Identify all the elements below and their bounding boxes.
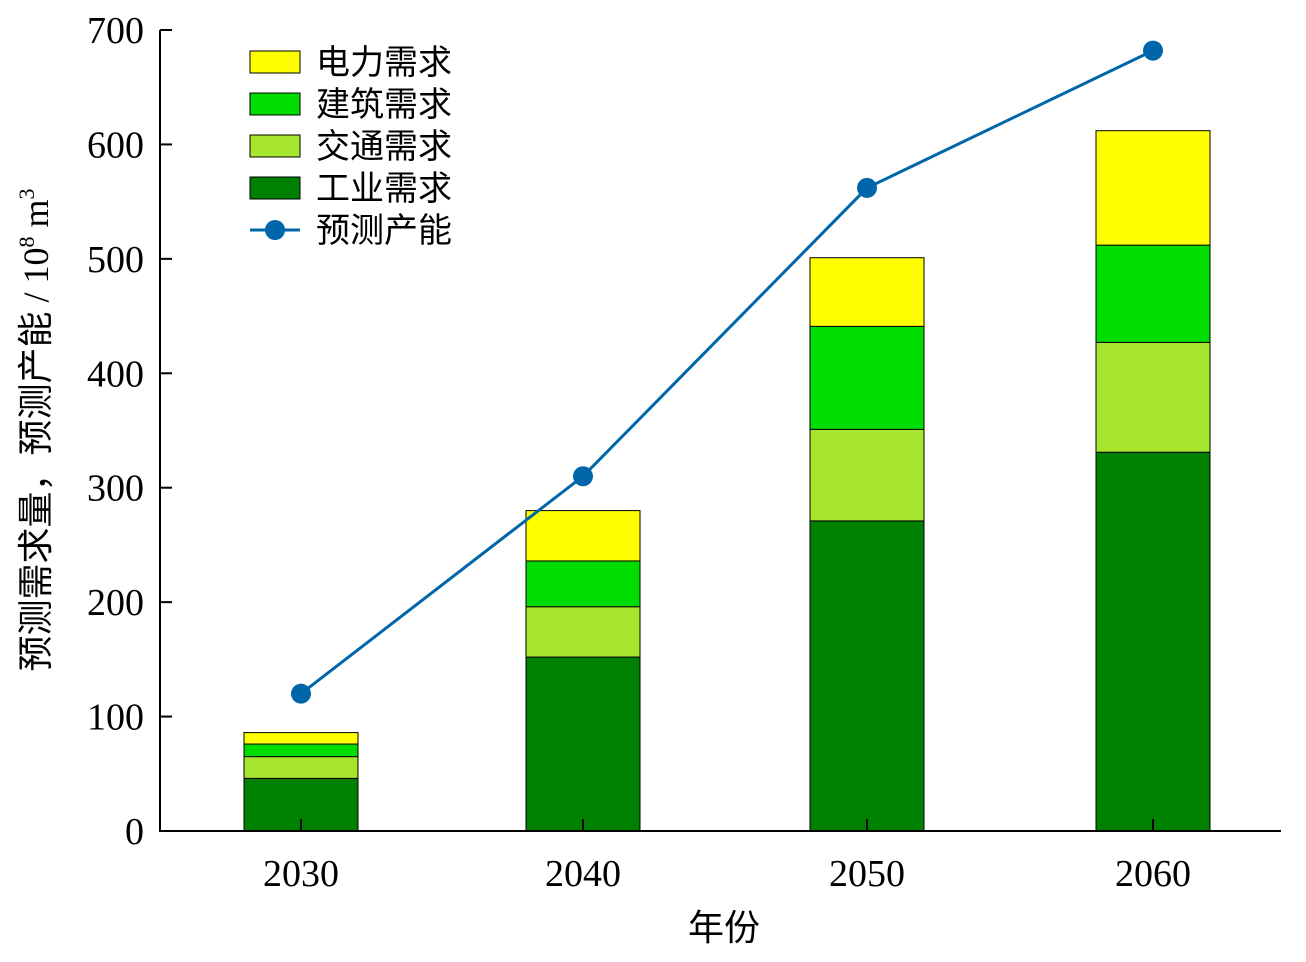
bar-segment-2040-3 [525,510,641,562]
bars-layer [243,130,1211,832]
bar-segment-2030-1 [243,756,359,779]
legend-label-0: 电力需求 [316,44,452,82]
bar-segment-2060-3 [1095,130,1211,246]
legend-swatch-1 [249,92,301,116]
bar-segment-2050-2 [809,325,925,430]
x-tick-label-2050: 2050 [829,853,905,895]
capacity-point-2040 [573,466,593,487]
x-tick-label-2040: 2040 [545,853,621,895]
bar-segment-2040-0 [525,656,641,832]
y-tick-label-300: 300 [87,468,144,510]
bar-segment-2050-3 [809,257,925,327]
bar-segment-2060-0 [1095,451,1211,832]
bar-segment-2030-3 [243,732,359,745]
bar-segment-2040-2 [525,560,641,608]
y-axis-title-exponent: 8 [14,237,39,248]
legend-label-4: 预测产能 [316,212,452,250]
capacity-point-2060 [1143,40,1163,61]
y-axis-title: 预测需求量，预测产能 / 108 m3 [14,188,56,671]
y-tick-label-100: 100 [87,697,144,739]
y-axis-title-unit-exponent: 3 [14,188,39,199]
legend-label-2: 交通需求 [316,128,452,166]
legend-label-3: 工业需求 [316,171,452,208]
y-tick-label-600: 600 [87,124,144,166]
ticks-layer: 0 100 200 300 400 500 600 700 2030 2040 2050 2060 [87,10,1191,895]
capacity-point-2030 [291,683,311,704]
y-axis-title-main: 预测需求量，预测产能 / 10 [16,248,56,672]
capacity-point-2050 [857,177,877,198]
legend-label-1: 建筑需求 [316,86,452,124]
legend-swatch-3 [249,176,301,200]
y-tick-label-500: 500 [87,239,144,281]
bar-segment-2050-0 [809,520,925,832]
axes-layer [159,30,1281,832]
legend-swatch-0 [249,50,301,74]
x-tick-label-2030: 2030 [263,853,339,895]
y-tick-label-200: 200 [87,582,144,624]
capacity-line [300,49,1154,695]
legend-swatch-2 [249,134,301,158]
bar-segment-2030-2 [243,743,359,758]
y-tick-label-700: 700 [87,10,144,52]
bar-segment-2050-1 [809,428,925,522]
bar-segment-2060-1 [1095,341,1211,453]
y-tick-label-0: 0 [125,811,144,853]
y-axis-title-unit: m [16,199,56,236]
bar-segment-2060-2 [1095,244,1211,343]
line-layer [291,40,1163,704]
y-tick-label-400: 400 [87,353,144,395]
x-tick-label-2060: 2060 [1115,853,1191,895]
legend-marker [265,220,285,240]
bar-segment-2040-1 [525,606,641,658]
x-axis-title: 年份 [688,908,760,948]
